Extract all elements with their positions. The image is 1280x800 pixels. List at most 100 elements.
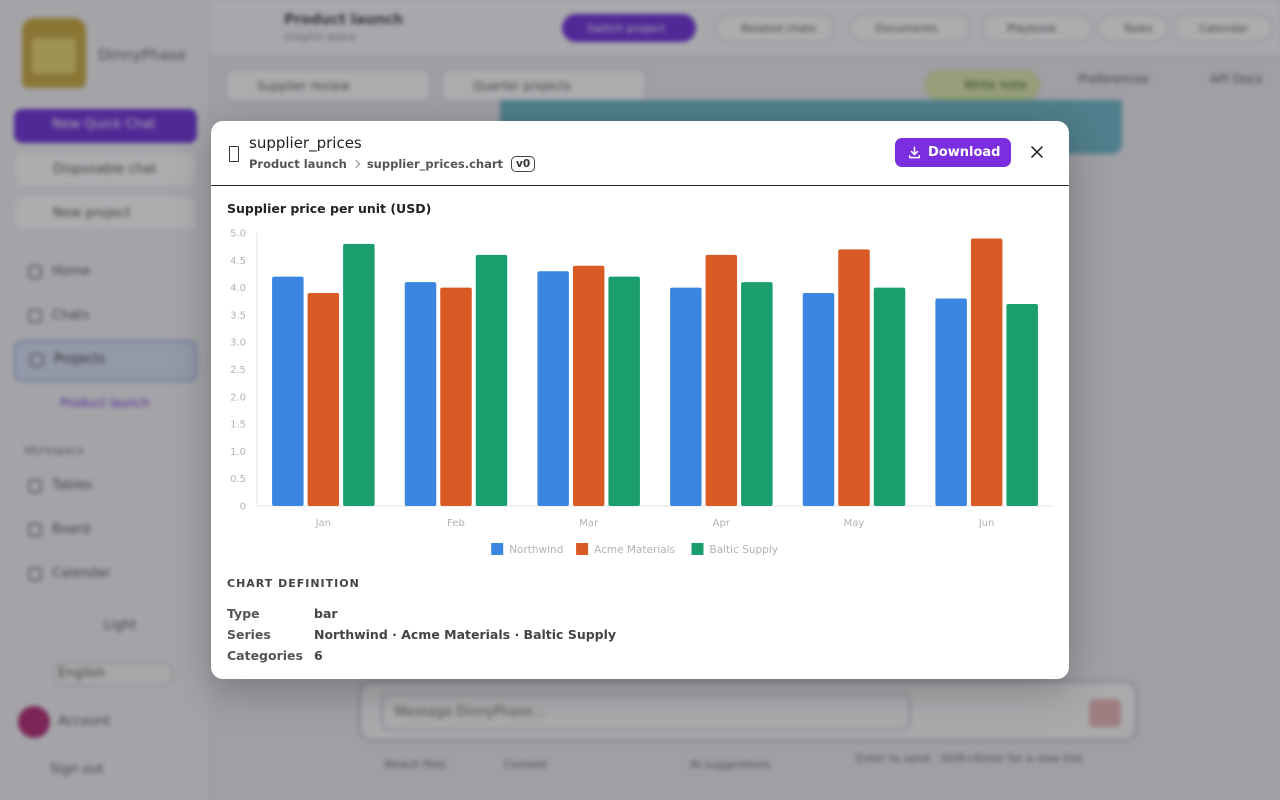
- bar-baltic-supply: [475, 254, 508, 506]
- chart-preview-modal: supplier_prices Product launch supplier_…: [211, 121, 1069, 679]
- related-chats-button[interactable]: Related chats: [716, 14, 834, 42]
- download-icon: [908, 146, 921, 159]
- supplier-review-select[interactable]: Supplier review: [226, 70, 430, 102]
- bar-northwind: [537, 271, 569, 506]
- x-tick-label: May: [844, 518, 865, 529]
- sidebar-item-chats[interactable]: Chats: [14, 298, 197, 334]
- folder-icon: [30, 353, 44, 367]
- bar-chart: 0 0.5 1.0 1.5 2.0 2.5 3.0 3.5 4.0 4.5 5.0 Jan Feb Mar…: [230, 229, 1053, 556]
- modal-header: supplier_prices Product launch supplier_…: [211, 121, 1069, 186]
- y-tick-label: 3.0: [230, 338, 246, 349]
- top-bar: Product launch Insights space Switch pro…: [210, 0, 1280, 56]
- definition-row-categories: Categories 6: [227, 648, 323, 663]
- bar-baltic-supply: [343, 243, 375, 507]
- calendar-icon: [28, 567, 42, 581]
- bar-acme-materials: [440, 287, 472, 506]
- chat-icon: [28, 309, 42, 323]
- bar-northwind: [935, 298, 967, 506]
- download-button[interactable]: Download: [895, 138, 1011, 167]
- legend-swatch: [576, 543, 589, 555]
- sidebar-item-label: Tables: [52, 478, 93, 493]
- sidebar-item-calendar[interactable]: Calendar: [14, 556, 197, 592]
- definition-value: Northwind · Acme Materials · Baltic Supp…: [314, 627, 617, 642]
- playbook-button[interactable]: Playbook: [982, 14, 1092, 42]
- x-tick-label: Feb: [447, 518, 465, 529]
- disclaimer-text: Enter to send · Shift+Enter for a new li…: [856, 752, 1083, 765]
- definition-key: Categories: [227, 648, 303, 663]
- sidebar-item-label: Chats: [52, 308, 90, 323]
- project-subtitle: Insights space: [284, 32, 356, 43]
- sidebar-subitem-product-launch[interactable]: Product launch: [60, 396, 150, 410]
- sidebar-item-disposable-chat[interactable]: Disposable chat: [14, 151, 197, 187]
- bar-acme-materials: [572, 265, 605, 506]
- bar-northwind: [802, 293, 835, 506]
- new-chat-button[interactable]: New Quick Chat: [14, 109, 197, 143]
- y-tick-label: 4.5: [230, 256, 246, 267]
- language-label: English: [58, 666, 105, 681]
- bar-acme-materials: [838, 249, 870, 506]
- message-input[interactable]: Message DinnyPhase...: [381, 693, 911, 731]
- sidebar-item-board[interactable]: Board: [14, 512, 197, 548]
- bar-northwind: [272, 276, 304, 506]
- language-select[interactable]: [52, 662, 174, 686]
- tasks-button[interactable]: Tasks: [1098, 14, 1168, 42]
- sidebar-item-label: Board: [52, 522, 91, 537]
- bar-baltic-supply: [873, 287, 906, 506]
- api-docs-button[interactable]: API Docs: [1210, 72, 1263, 86]
- bar-northwind: [404, 282, 437, 506]
- board-icon: [28, 523, 42, 537]
- y-tick-label: 5.0: [230, 229, 246, 240]
- sidebar-item-label: Calendar: [52, 566, 111, 581]
- app-name: DinnyPhase: [98, 46, 187, 64]
- send-button[interactable]: [1089, 699, 1121, 727]
- x-tick-label: Mar: [579, 518, 599, 529]
- definition-row-series: Series Northwind · Acme Materials · Balti…: [227, 627, 616, 642]
- legend-entry: Baltic Supply: [710, 544, 778, 556]
- y-tick-label: 1.0: [230, 447, 246, 458]
- legend-swatch: [491, 543, 504, 555]
- bar-baltic-supply: [1006, 303, 1038, 506]
- definition-value: 6: [314, 648, 323, 663]
- legend-swatch: [691, 543, 704, 555]
- bar-acme-materials: [705, 254, 738, 506]
- switch-project-button[interactable]: Switch project: [562, 14, 696, 42]
- definition-key: Series: [227, 627, 271, 642]
- home-icon: [28, 265, 42, 279]
- chevron-right-icon: [351, 159, 361, 169]
- documents-button[interactable]: Documents: [850, 14, 970, 42]
- calendar-button[interactable]: Calendar: [1174, 14, 1272, 42]
- account-label[interactable]: Account: [58, 714, 111, 729]
- bar-acme-materials: [970, 238, 1003, 506]
- definition-row-type: Type bar: [227, 606, 338, 621]
- preferences-button[interactable]: Preferences: [1078, 72, 1149, 86]
- legend-entry: Acme Materials: [594, 544, 675, 556]
- sidebar: DinnyPhase New Quick Chat Disposable cha…: [0, 0, 210, 800]
- legend-entry: Northwind: [509, 544, 563, 556]
- avatar[interactable]: [18, 706, 50, 738]
- breadcrumb-project[interactable]: Product launch: [249, 157, 347, 171]
- sidebar-item-new-project[interactable]: New project: [14, 195, 197, 231]
- y-tick-label: 1.5: [230, 420, 246, 431]
- bar-baltic-supply: [741, 282, 773, 506]
- definition-key: Type: [227, 606, 260, 621]
- file-icon: [229, 146, 239, 162]
- y-tick-label: 2.0: [230, 392, 246, 403]
- context-button[interactable]: Context: [504, 758, 548, 771]
- y-tick-label: 2.5: [230, 365, 246, 376]
- attach-files-button[interactable]: Attach files: [384, 758, 446, 771]
- composer: Message DinnyPhase...: [358, 680, 1138, 742]
- sidebar-item-home[interactable]: Home: [14, 254, 197, 290]
- modal-title: supplier_prices: [249, 134, 362, 152]
- project-title: Product launch: [284, 12, 404, 28]
- ai-suggestions-button[interactable]: AI suggestions: [690, 758, 771, 771]
- close-button[interactable]: [1028, 143, 1046, 161]
- write-note-button[interactable]: Write note: [925, 70, 1040, 100]
- breadcrumb-file: supplier_prices.chart: [366, 157, 504, 171]
- sidebar-item-projects[interactable]: Projects: [14, 340, 197, 382]
- theme-label[interactable]: Light: [104, 618, 137, 633]
- sidebar-item-tables[interactable]: Tables: [14, 468, 197, 504]
- sidebar-item-label: Projects: [54, 352, 106, 367]
- signout-label[interactable]: Sign out: [50, 762, 104, 777]
- y-tick-label: 3.5: [230, 310, 246, 321]
- sidebar-heading: Workspace: [24, 444, 85, 457]
